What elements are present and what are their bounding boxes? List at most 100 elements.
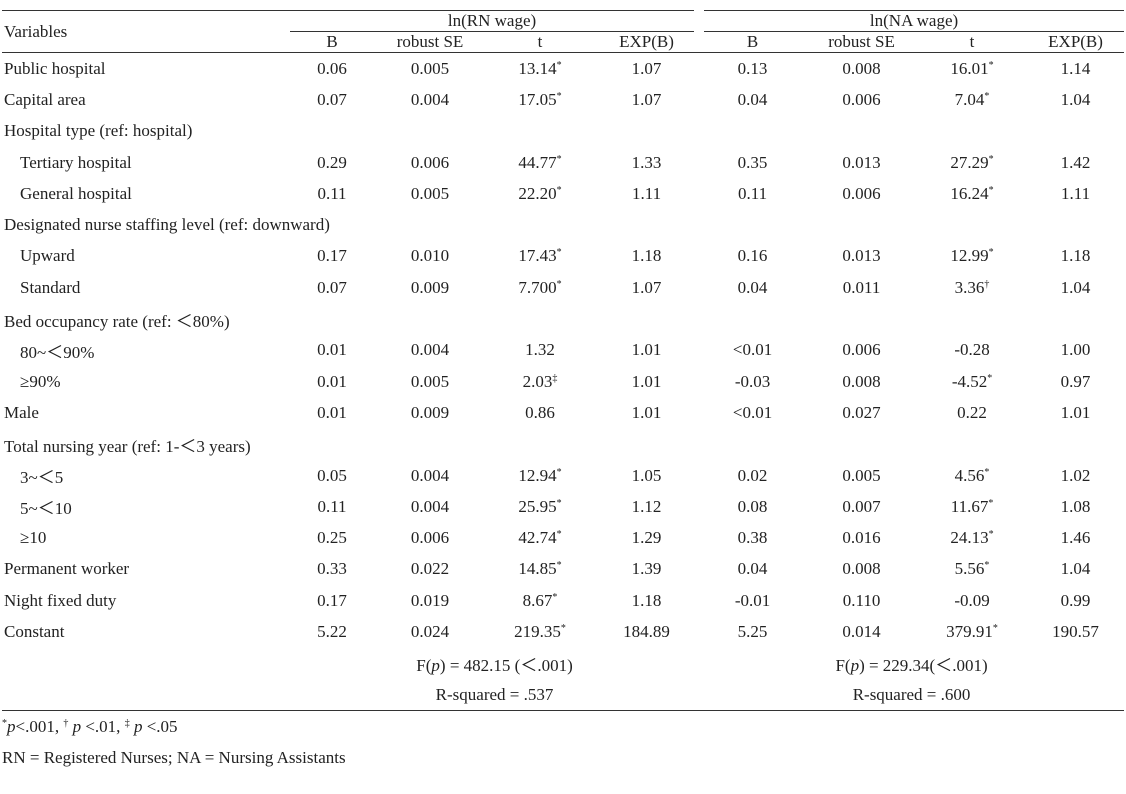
cell: 1.00	[1060, 340, 1091, 360]
cell: 1.33	[631, 152, 662, 172]
cell-value: 12.99	[950, 246, 989, 266]
significance-mark: *	[988, 59, 994, 71]
cell: 0.33	[317, 559, 347, 579]
significance-note: *p<.001, † p <.01, ‡ p <.05	[2, 711, 1126, 742]
cell: <0.01	[732, 402, 773, 422]
cell: 0.11	[317, 183, 347, 203]
abbreviation-note: RN = Registered Nurses; NA = Nursing Ass…	[2, 748, 346, 768]
note-text: <.05	[142, 717, 178, 737]
cell: 2.03‡	[486, 366, 594, 397]
cell: -0.09	[954, 590, 990, 610]
cell: 1.01	[631, 340, 662, 360]
cell: 0.13	[737, 58, 768, 78]
cell: 1.46	[1060, 528, 1091, 548]
cell: 14.85*	[486, 554, 594, 585]
cell-value: 8.67	[522, 590, 553, 610]
cell: 1.01	[1060, 402, 1091, 422]
column-header: EXP(B)	[1027, 31, 1125, 53]
cell: 7.700*	[486, 272, 594, 303]
cell-value: 22.20	[518, 183, 557, 203]
row-label: Constant	[4, 621, 65, 641]
cell: -0.01	[734, 590, 771, 610]
cell: 1.29	[631, 528, 662, 548]
cell: 0.005	[410, 371, 450, 391]
cell: 1.11	[1060, 183, 1091, 203]
cell: 184.89	[623, 621, 670, 641]
cell: 0.004	[410, 465, 450, 485]
cell: 0.01	[317, 340, 347, 360]
table-body: Public hospital 0.06 0.005 13.14* 1.07 0.13 0.…	[2, 53, 1125, 712]
stats-text: R-squared = .600	[852, 684, 971, 704]
cell: 0.01	[317, 371, 347, 391]
significance-mark: *	[556, 278, 562, 290]
row-label: 5~＜10	[20, 499, 72, 519]
cell: 0.006	[842, 89, 881, 109]
cell: 0.004	[410, 89, 450, 109]
cell: 0.05	[317, 465, 347, 485]
note-italic: p	[129, 717, 143, 737]
cell: 17.43*	[486, 241, 594, 272]
row-label: General hospital	[20, 183, 132, 203]
significance-mark: *	[556, 529, 562, 541]
cell: 24.13*	[917, 522, 1027, 553]
cell: 1.14	[1060, 58, 1091, 78]
row-label: Public hospital	[4, 58, 106, 78]
table-row: Hospital type (ref: hospital)	[2, 116, 1124, 147]
significance-mark: *	[556, 247, 562, 259]
cell: 0.06	[317, 58, 347, 78]
cell: 379.91*	[917, 616, 1027, 647]
significance-mark: *	[560, 622, 566, 634]
cell: 16.01*	[917, 53, 1027, 85]
cell-value: 17.43	[518, 246, 557, 266]
stats-text: R-squared = .537	[435, 684, 554, 704]
cell: 1.39	[631, 559, 662, 579]
column-header: B	[290, 31, 374, 53]
significance-mark: *	[556, 184, 562, 196]
cell: 0.17	[317, 590, 347, 610]
cell-value: 14.85	[518, 559, 557, 579]
column-header: EXP(B)	[594, 31, 700, 53]
significance-mark: *	[556, 466, 562, 478]
cell: 0.16	[737, 246, 768, 266]
cell: 0.04	[737, 277, 768, 297]
significance-mark: *	[556, 90, 562, 102]
significance-mark: ‡	[552, 372, 558, 384]
group-header: ln(RN wage)	[290, 10, 700, 32]
note-mark: ‡	[124, 718, 130, 730]
cell: 0.29	[317, 152, 347, 172]
significance-mark: *	[552, 591, 558, 603]
cell: 42.74*	[486, 522, 594, 553]
table-row: Permanent worker 0.33 0.022 14.85* 1.39 0.04 0…	[2, 554, 1124, 585]
note-mark: †	[63, 718, 69, 730]
cell: 16.24*	[917, 178, 1027, 209]
cell-value: 27.29	[950, 152, 989, 172]
cell-value: 17.05	[518, 89, 557, 109]
cell: 190.57	[1052, 621, 1099, 641]
cell: 5.25	[737, 621, 768, 641]
cell: 0.005	[842, 465, 881, 485]
significance-mark: *	[556, 497, 562, 509]
note-mark: *	[2, 718, 7, 730]
significance-mark: *	[988, 529, 994, 541]
row-label: Upward	[20, 246, 75, 266]
cell: 0.004	[410, 496, 450, 516]
cell: 25.95*	[486, 491, 594, 522]
cell: 0.17	[317, 246, 347, 266]
group-header: ln(NA wage)	[694, 10, 1125, 32]
cell: 1.07	[631, 277, 662, 297]
cell: 0.02	[737, 465, 768, 485]
table-row: Designated nurse staffing level (ref: do…	[2, 209, 1124, 240]
cell: 0.006	[410, 152, 450, 172]
cell: 0.010	[410, 246, 450, 266]
cell: 0.004	[410, 340, 450, 360]
significance-mark: *	[987, 372, 993, 384]
column-header: t	[486, 31, 594, 53]
cell: 4.56*	[917, 460, 1027, 491]
significance-mark: *	[992, 622, 998, 634]
table-row: Night fixed duty 0.17 0.019 8.67* 1.18 -0.01 0…	[2, 585, 1124, 616]
cell: 0.01	[317, 402, 347, 422]
cell: 219.35*	[486, 616, 594, 647]
column-header: t	[917, 31, 1028, 53]
